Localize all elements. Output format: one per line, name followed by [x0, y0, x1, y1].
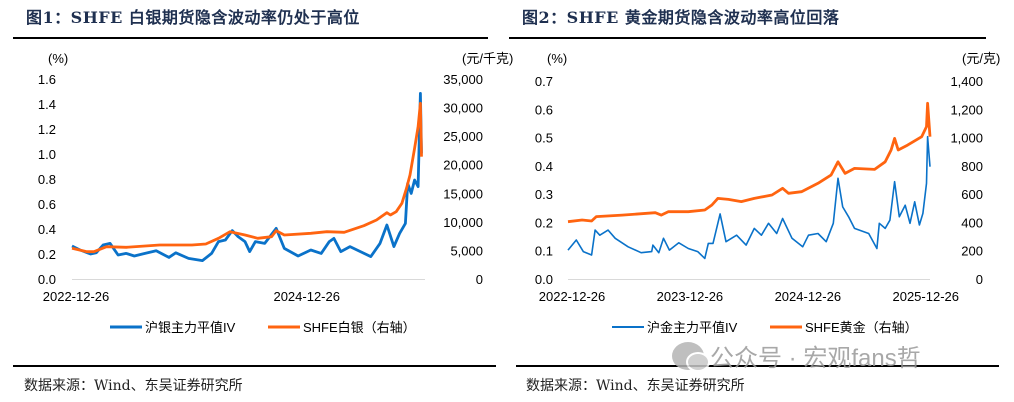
chart1-left-tick-label: 0.4 [38, 222, 56, 237]
chart2-x-tick-label: 2024-12-26 [775, 289, 842, 304]
chart2-left-tick-label: 0.1 [535, 244, 553, 259]
chart2-right-tick-label: 1,200 [950, 102, 983, 117]
chart2-source: 数据来源：Wind、东吴证券研究所 [526, 378, 745, 394]
chart2-right-tick-label: 200 [961, 244, 983, 259]
watermark: 公众号 · 宏观fans哲 [672, 338, 921, 373]
chart1-right-unit: (元/千克) [462, 51, 513, 66]
chart1-right-tick-label: 5,000 [450, 243, 483, 258]
chart2-left-tick-label: 0.7 [535, 74, 553, 89]
chart2-bottom-rule [516, 365, 999, 367]
chart2-x-tick-label: 2023-12-26 [657, 289, 724, 304]
chart2-right-tick-label: 0 [976, 272, 983, 287]
chart1-left-unit: (%) [48, 51, 68, 66]
chart2-right-tick-label: 400 [961, 215, 983, 230]
chart2-right-tick-label: 1,400 [950, 74, 983, 89]
chart1-right-tick-label: 10,000 [443, 215, 483, 230]
chart1-left-tick-label: 1.6 [38, 72, 56, 87]
chart2-left-tick-label: 0.4 [535, 159, 553, 174]
chart1-legend-label: SHFE白银（右轴） [303, 320, 416, 335]
chart2-title: 图2：SHFE 黄金期货隐含波动率高位回落 [522, 8, 840, 27]
chart1-x-tick-label: 2022-12-26 [43, 289, 110, 304]
chart1-x-tick-label: 2024-12-26 [273, 289, 340, 304]
chart2-left-tick-label: 0.2 [535, 215, 553, 230]
wechat-icon [672, 341, 710, 372]
chart2-right-tick-label: 1,000 [950, 131, 983, 146]
chart2-left-tick-label: 0.3 [535, 187, 553, 202]
chart1-right-tick-label: 15,000 [443, 186, 483, 201]
chart1-price-line [71, 101, 423, 254]
chart1-left-tick-label: 0.6 [38, 197, 56, 212]
chart1-iv-line [71, 92, 423, 263]
chart1-title: 图1：SHFE 白银期货隐含波动率仍处于高位 [26, 8, 360, 27]
chart1-right-tick-label: 30,000 [443, 101, 483, 116]
chart1-bottom-rule [13, 365, 496, 367]
chart2-iv-line [567, 135, 931, 260]
chart2-title-rule [509, 37, 986, 39]
chart1-source: 数据来源：Wind、东吴证券研究所 [24, 378, 243, 394]
chart1-left-tick-label: 1.0 [38, 147, 56, 162]
chart2-left-tick-label: 0.6 [535, 102, 553, 117]
chart1-right-tick-label: 0 [476, 272, 483, 287]
chart2-right-tick-label: 800 [961, 159, 983, 174]
chart2-x-tick-label: 2025-12-26 [892, 289, 959, 304]
chart2-legend-label: 沪金主力平值IV [647, 320, 738, 335]
chart1-left-tick-label: 1.4 [38, 97, 56, 112]
chart2-left-tick-label: 0.5 [535, 131, 553, 146]
chart1-title-rule [13, 37, 488, 39]
chart1-right-tick-label: 35,000 [443, 72, 483, 87]
chart2-x-tick-label: 2022-12-26 [539, 289, 606, 304]
chart2-left-unit: (%) [547, 51, 567, 66]
watermark-text: 公众号 · 宏观fans哲 [710, 345, 921, 372]
chart1-left-tick-label: 0.8 [38, 172, 56, 187]
chart2-legend-label: SHFE黄金（右轴） [805, 320, 918, 335]
chart1-legend-label: 沪银主力平值IV [145, 320, 236, 335]
chart1-left-tick-label: 0.0 [38, 272, 56, 287]
chart2-left-tick-label: 0.0 [535, 272, 553, 287]
chart1-right-tick-label: 25,000 [443, 129, 483, 144]
chart2-price-line [567, 101, 932, 224]
chart2-right-tick-label: 600 [961, 187, 983, 202]
chart1-left-tick-label: 0.2 [38, 247, 56, 262]
chart1-left-tick-label: 1.2 [38, 122, 56, 137]
chart2-right-unit: (元/克) [962, 51, 1000, 66]
chart1-right-tick-label: 20,000 [443, 158, 483, 173]
